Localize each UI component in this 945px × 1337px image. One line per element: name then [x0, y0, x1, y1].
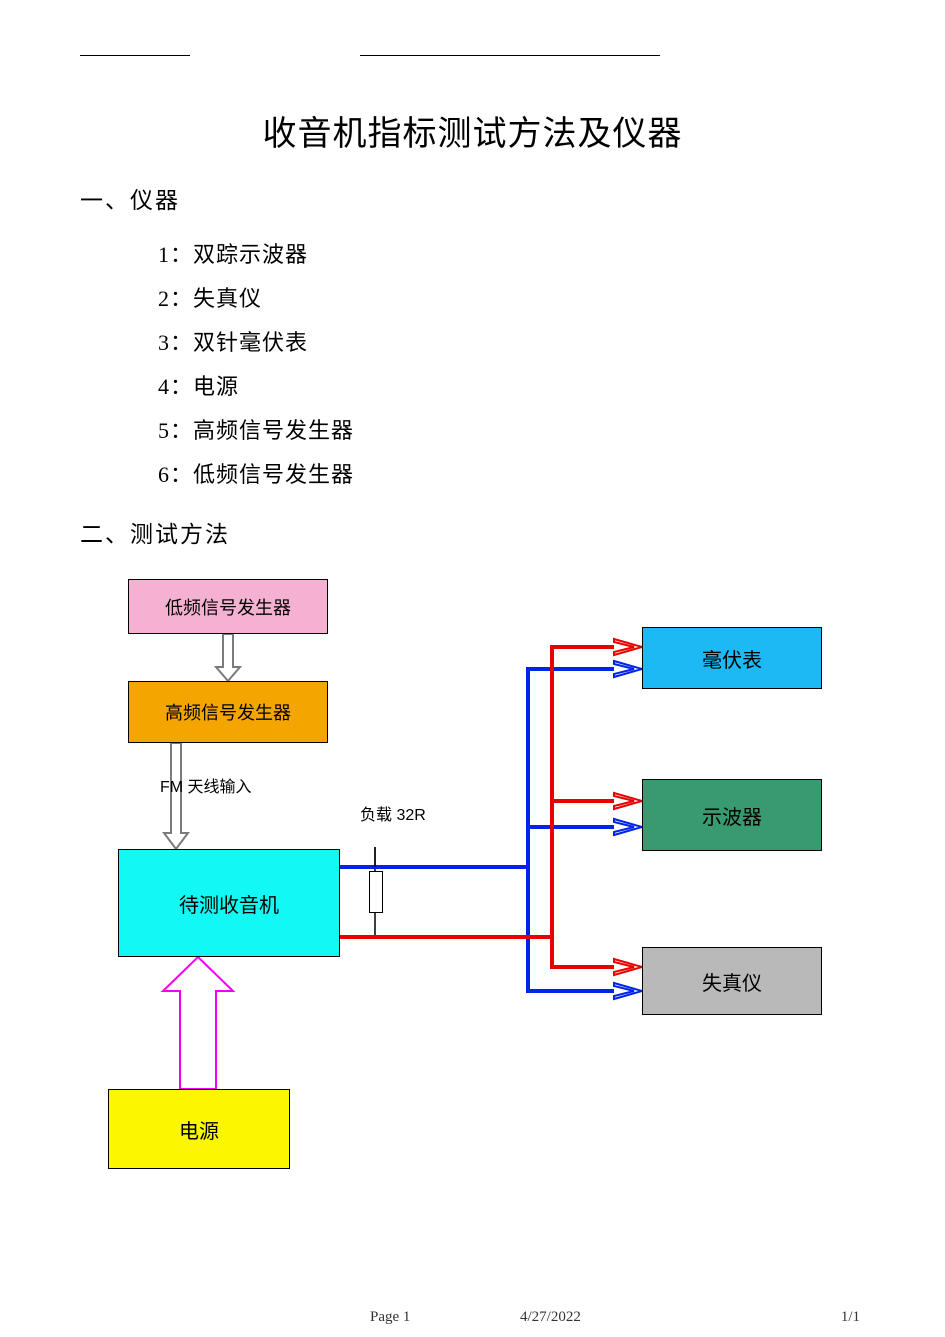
label-load: 负载 32R [360, 801, 426, 825]
list-item: 4：电源 [158, 365, 865, 409]
instrument-list: 1：双踪示波器 2：失真仪 3：双针毫伏表 4：电源 5：高频信号发生器 6：低… [158, 233, 865, 497]
section2-heading: 二、测试方法 [80, 515, 865, 549]
node-dut: 待测收音机 [118, 849, 340, 957]
footer-date: 4/27/2022 [520, 1309, 581, 1326]
signal-r-mv [340, 639, 642, 937]
node-scope: 示波器 [642, 779, 822, 851]
signal-b-mv [340, 661, 642, 867]
list-item: 3：双针毫伏表 [158, 321, 865, 365]
load-resistor [369, 871, 383, 913]
test-setup-diagram: 低频信号发生器高频信号发生器待测收音机电源 毫伏表示波器失真仪 FM 天线输入负载 … [80, 569, 865, 1209]
node-distort: 失真仪 [642, 947, 822, 1015]
signal-r-ds [340, 937, 642, 975]
node-power: 电源 [108, 1089, 290, 1169]
node-millivolt: 毫伏表 [642, 627, 822, 689]
signal-b-ds [340, 867, 642, 999]
header-rule [80, 55, 865, 56]
list-item: 6：低频信号发生器 [158, 453, 865, 497]
section1-heading: 一、仪器 [80, 181, 865, 215]
list-item: 2：失真仪 [158, 277, 865, 321]
footer-right: 1/1 [841, 1309, 860, 1326]
arrow-pw-dut [163, 957, 233, 1089]
footer-page: Page 1 [370, 1309, 410, 1326]
list-item: 5：高频信号发生器 [158, 409, 865, 453]
list-item: 1：双踪示波器 [158, 233, 865, 277]
page-title: 收音机指标测试方法及仪器 [80, 106, 865, 155]
node-highfreq: 高频信号发生器 [128, 681, 328, 743]
arrow-lf-hf [216, 634, 240, 681]
signal-b-sc [340, 819, 642, 867]
node-lowfreq: 低频信号发生器 [128, 579, 328, 634]
label-antenna: FM 天线输入 [160, 773, 252, 797]
